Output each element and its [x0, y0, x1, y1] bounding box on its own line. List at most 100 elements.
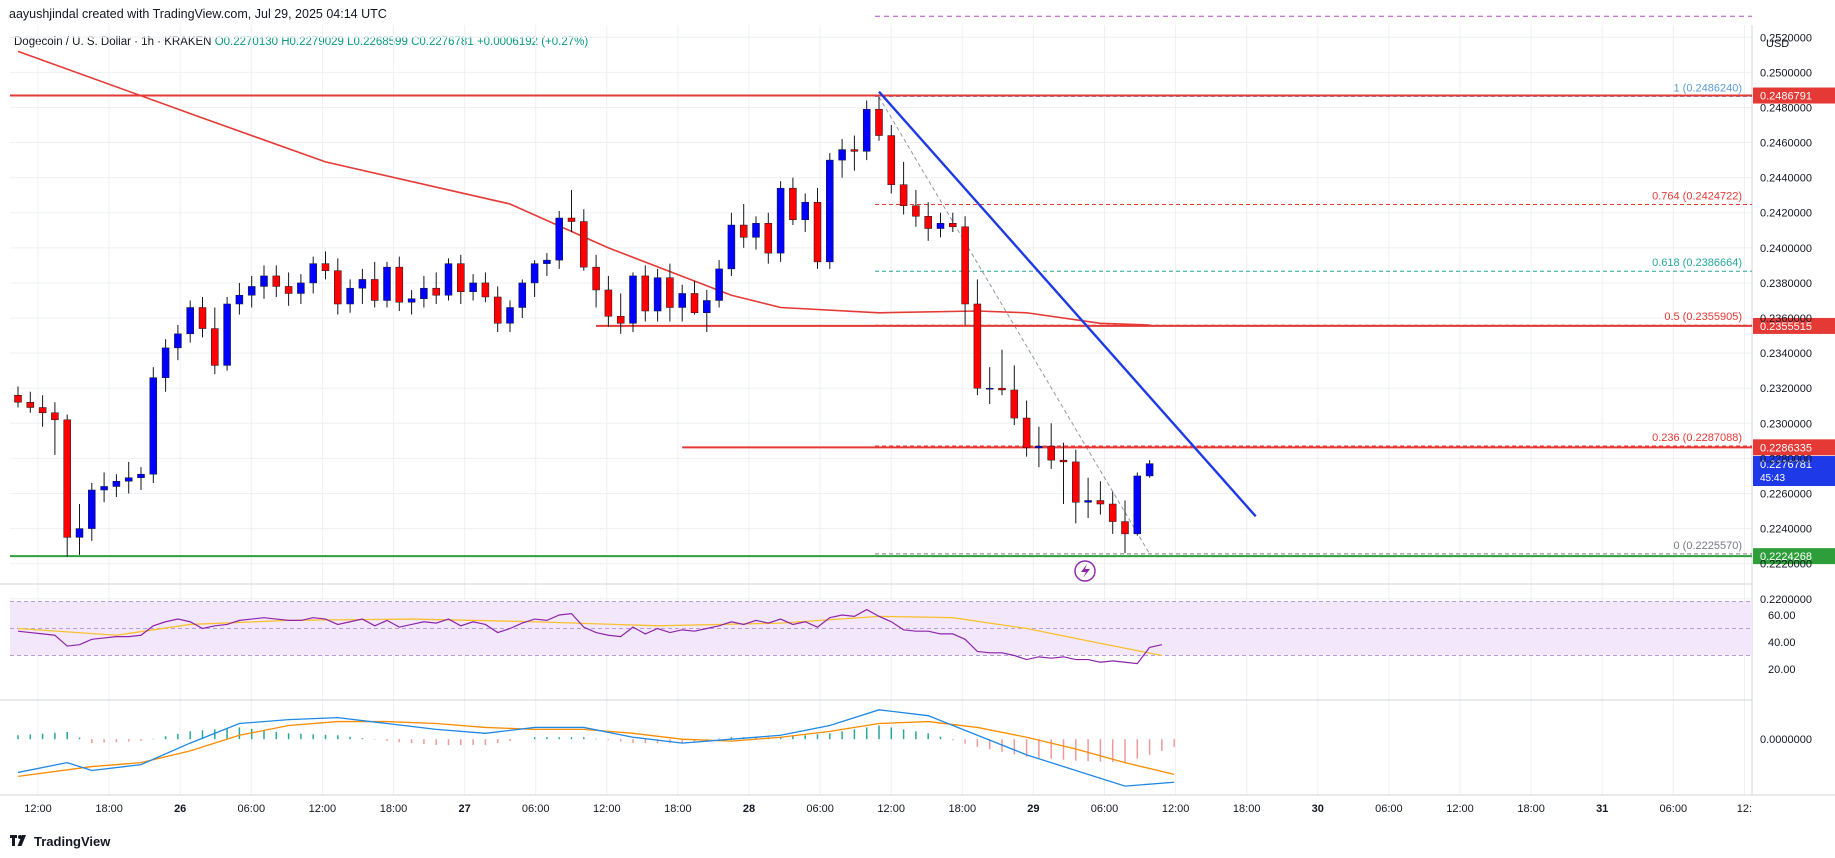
candle-up: [839, 150, 846, 161]
candle-up: [777, 188, 784, 253]
price-tick-label: 0.2420000: [1760, 208, 1812, 220]
candle-down: [273, 276, 280, 287]
time-tick-label: 12:00: [877, 803, 905, 815]
time-tick-label: 18:00: [380, 803, 408, 815]
time-tick-label: 30: [1312, 803, 1324, 815]
candle-down: [285, 286, 292, 293]
price-tick-label: 0.2300000: [1760, 418, 1812, 430]
price-tick-label: 0.2380000: [1760, 278, 1812, 290]
candle-up: [728, 225, 735, 269]
candle-up: [162, 348, 169, 378]
tradingview-logo-icon: [10, 835, 28, 849]
candle-up: [863, 109, 870, 151]
candle-down: [962, 227, 969, 304]
fib-label-0: 0 (0.2225570): [1674, 540, 1743, 552]
candle-down: [396, 267, 403, 302]
candle-up: [408, 299, 415, 303]
candle-down: [974, 304, 981, 388]
candle-down: [580, 222, 587, 268]
time-tick-label: 12:: [1737, 803, 1752, 815]
candle-down: [765, 223, 772, 253]
candle-down: [334, 271, 341, 304]
price-tick-label: 0.2460000: [1760, 138, 1812, 150]
candle-up: [986, 388, 993, 389]
candle-down: [1097, 501, 1104, 505]
candle-up: [297, 283, 304, 294]
price-tick-label: 0.2280000: [1760, 453, 1812, 465]
lightning-icon: [1081, 564, 1090, 578]
time-tick-label: 18:00: [949, 803, 977, 815]
candle-up: [101, 486, 108, 490]
candle-up: [543, 260, 550, 264]
candle-down: [593, 267, 600, 290]
candle-up: [1035, 446, 1042, 448]
candle-down: [1023, 418, 1030, 448]
candle-up: [470, 283, 477, 292]
candle-down: [605, 290, 612, 316]
fib-label-0.764: 0.764 (0.2424722): [1652, 190, 1742, 202]
price-tick-label: 0.2240000: [1760, 524, 1812, 536]
candle-down: [1072, 462, 1079, 502]
time-tick-label: 06:00: [522, 803, 550, 815]
tradingview-brand[interactable]: TradingView: [10, 834, 110, 849]
candle-down: [457, 264, 464, 292]
candle-down: [1060, 460, 1067, 462]
rsi-tick-label: 40.00: [1768, 637, 1796, 649]
candle-up: [420, 288, 427, 299]
fib-label-0.618: 0.618 (0.2386664): [1652, 257, 1742, 269]
time-tick-label: 18:00: [95, 803, 123, 815]
candle-down: [876, 109, 883, 135]
brand-name: TradingView: [34, 834, 110, 849]
candle-up: [1134, 476, 1141, 534]
candle-down: [999, 388, 1006, 390]
fib-label-0.236: 0.236 (0.2287088): [1652, 432, 1742, 444]
candle-down: [912, 206, 919, 217]
price-axis: 0.22000000.22200000.22400000.22600000.22…: [1760, 32, 1812, 605]
fib-label-1: 1 (0.2486240): [1674, 83, 1743, 95]
macd-tick-label: 0.0000000: [1760, 734, 1812, 746]
candle-up: [753, 223, 760, 237]
candle-up: [113, 481, 120, 486]
time-tick-label: 31: [1596, 803, 1608, 815]
candle-down: [371, 279, 378, 300]
candle-countdown: 45:43: [1760, 473, 1785, 484]
candle-up: [236, 295, 243, 304]
time-tick-label: 06:00: [238, 803, 266, 815]
candle-down: [51, 413, 58, 420]
candle-up: [703, 300, 710, 312]
candle-down: [482, 283, 489, 297]
candle-up: [150, 378, 157, 475]
price-chart[interactable]: 60.0040.0020.00 0.0000000 1 (0.2486240)0…: [0, 0, 1835, 858]
candle-down: [789, 188, 796, 220]
candle-down: [64, 420, 71, 538]
ema-path: [18, 51, 1150, 325]
time-tick-label: 06:00: [806, 803, 834, 815]
price-tick-label: 0.2220000: [1760, 559, 1812, 571]
candle-down: [211, 329, 218, 366]
candle-up: [519, 283, 526, 308]
time-tick-label: 18:00: [664, 803, 692, 815]
candle-up: [531, 264, 538, 283]
candle-up: [556, 218, 563, 260]
fib-label-0.5: 0.5 (0.2355905): [1664, 311, 1742, 323]
resistance-top-price-label: 0.2486791: [1760, 91, 1812, 103]
macd-pane: 0.0000000: [18, 710, 1812, 786]
candle-down: [666, 278, 673, 308]
candle-down: [642, 276, 649, 311]
price-tick-label: 0.2320000: [1760, 383, 1812, 395]
candle-down: [322, 264, 329, 271]
candle-up: [630, 276, 637, 323]
time-tick-label: 06:00: [1375, 803, 1403, 815]
candle-up: [679, 293, 686, 307]
time-tick-label: 28: [743, 803, 755, 815]
candle-up: [76, 529, 83, 538]
candle-down: [568, 218, 575, 222]
rsi-tick-label: 60.00: [1768, 610, 1796, 622]
price-tick-label: 0.2400000: [1760, 243, 1812, 255]
price-tick-label: 0.2340000: [1760, 348, 1812, 360]
price-tick-label: 0.2260000: [1760, 488, 1812, 500]
candle-up: [187, 308, 194, 334]
time-axis: 12:00 18:00 26 06:00 12:00 18:00 27 06:00 12:00 1…: [24, 803, 1752, 815]
candle-up: [384, 267, 391, 300]
candle-down: [15, 395, 22, 402]
